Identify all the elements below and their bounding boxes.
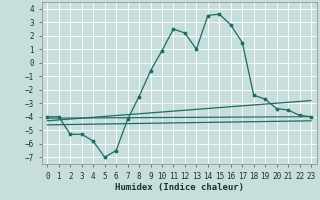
X-axis label: Humidex (Indice chaleur): Humidex (Indice chaleur) [115, 183, 244, 192]
